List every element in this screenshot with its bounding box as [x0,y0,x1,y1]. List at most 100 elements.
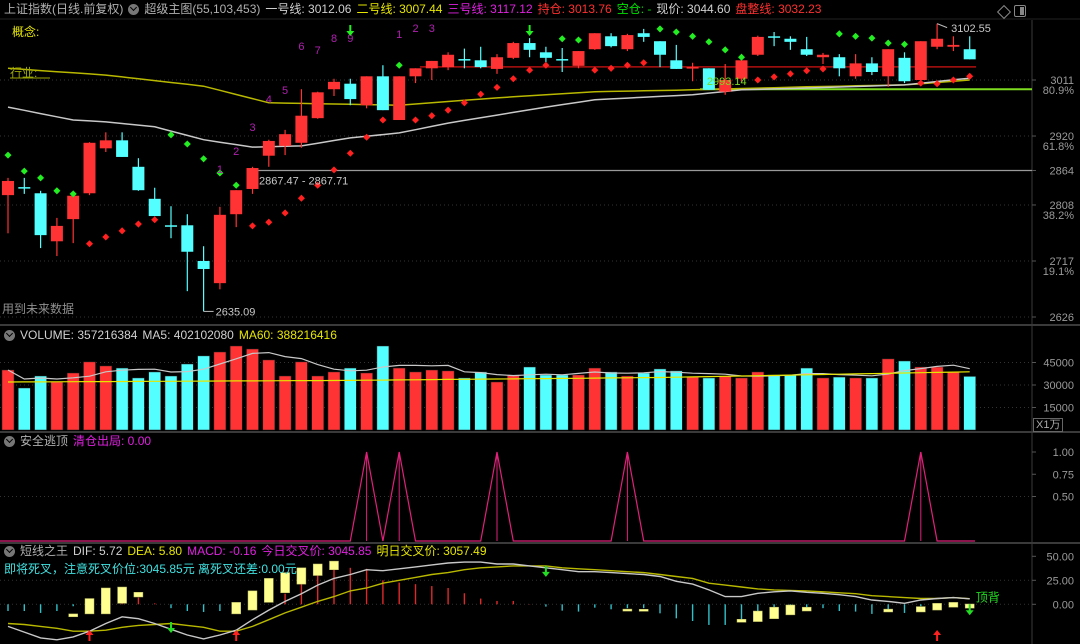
trail-stop-red-dot [591,66,599,74]
volume-bar [702,377,716,431]
candle-body [230,190,243,215]
candle [605,33,618,48]
macd-warning-row: 即将死叉，注意死叉价位:3045.85元 离死叉还差:0.00元 [4,562,297,576]
candle-body [83,142,96,194]
candle [295,89,308,148]
macd-axis-label: 0.00 [1053,599,1074,611]
trail-stop-red-dot [493,83,501,91]
candle [360,76,373,109]
candle-body [931,38,944,47]
volume-bar [197,355,210,431]
candle-body [328,81,340,90]
hold-value: 持仓: 3013.76 [537,2,612,16]
indicator-name[interactable]: 超级主图(55,103,453) [144,2,261,16]
macd-name: 短线之王 [20,544,69,558]
price-axis-label: 2717 [1050,256,1074,268]
candle [865,57,878,76]
candle [393,76,406,121]
candle-body [2,180,14,196]
trail-stop-red-dot [444,106,452,114]
trail-stop-red-dot [428,112,436,120]
volume-bar [115,367,129,431]
candle-body [116,140,129,157]
death-cross-arrow-icon [965,604,974,616]
trail-stop-green-dot [884,39,892,47]
trail-stop-green-dot [232,181,240,189]
trail-stop-green-dot [721,46,729,54]
concept-label: 概念: [12,25,40,39]
candle-body [148,198,161,217]
trail-stop-green-dot [574,36,583,44]
momentum-box [801,606,812,612]
candle-body [735,60,748,79]
trail-stop-green-dot [395,61,403,69]
candle [735,60,748,82]
high-price-label: 3102.55 [951,23,991,35]
candle [572,51,585,69]
candle [67,195,80,244]
trail-stop-green-dot [53,187,61,195]
momentum-box [329,560,339,570]
momentum-box [785,604,796,616]
security-title[interactable]: 上证指数(日线.前复权) [4,2,124,16]
volume-dropdown-icon[interactable] [4,329,15,341]
candle-body [605,36,618,47]
momentum-box [117,586,127,604]
trail-stop-red-dot [118,227,126,235]
volume-bar [441,370,455,431]
candle-body [181,225,194,252]
candle [279,129,292,156]
indicator-dropdown-icon[interactable] [128,3,140,15]
candle-body [246,168,259,189]
candle [50,217,63,257]
escape-dropdown-icon[interactable] [4,435,15,447]
candle [311,91,324,119]
trail-stop-green-dot [900,40,909,48]
trail-stop-green-dot [689,32,697,40]
momentum-box [769,606,779,619]
volume-bar [784,374,797,431]
volume-bar [246,348,259,431]
volume-bar [344,367,357,431]
volume-bar [409,371,422,431]
price-axis-label: 3011 [1050,75,1074,87]
candle [849,54,862,79]
candle [458,48,471,69]
trail-stop-red-dot [346,149,354,157]
trail-stop-green-dot [183,140,191,148]
macd-dropdown-icon[interactable] [4,545,15,557]
escape-axis-label: 0.50 [1053,492,1074,504]
consolidation-value: 盘整线: 3032.23 [735,2,822,16]
trail-stop-red-dot [966,72,974,80]
candle-body [34,193,47,236]
industry-label: 行业: [10,66,38,80]
trail-stop-red-dot [363,133,371,141]
price-axis-label: 2920 [1050,131,1074,143]
candle-body [621,35,634,50]
industry-row: 行业: [10,66,37,80]
candle-body [262,140,275,156]
volume-bar [66,372,80,431]
trail-stop-green-dot [656,25,664,33]
volume-axis-label: 30000 [1043,380,1074,392]
candle-body [654,41,666,55]
candle-body [702,68,715,90]
candle-body [99,140,112,149]
candle [588,33,601,50]
trail-stop-red-dot [542,61,550,69]
count-label: 6 [298,41,304,53]
escape-axis-label: 0.75 [1053,469,1074,481]
momentum-box [296,567,307,585]
volume-bar [392,367,406,431]
escape-value: 清仓出局: 0.00 [73,434,152,448]
volume-bar [34,375,47,431]
panel-toggle-icon[interactable] [1014,5,1026,17]
volume-bar [947,371,960,431]
volume-header: VOLUME: 357216384 MA5: 402102080 MA60: 3… [4,328,337,342]
volume-bar [881,358,895,431]
volume-ma5: MA5: 402102080 [142,328,234,342]
volume-bar [670,370,683,431]
candle [621,33,634,52]
candle [83,142,96,196]
